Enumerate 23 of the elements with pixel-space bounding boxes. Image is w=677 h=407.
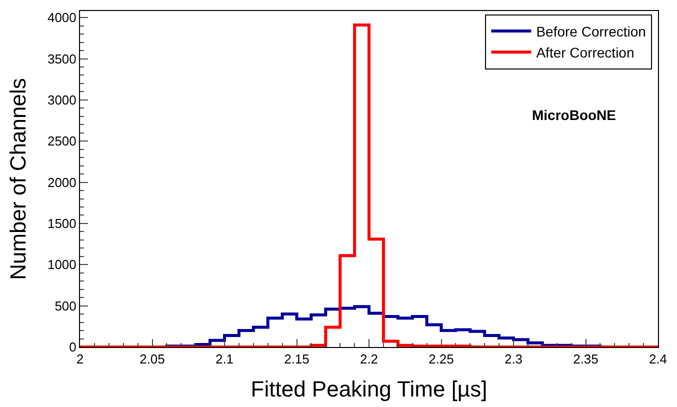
x-tick-label: 2.15 bbox=[284, 352, 310, 367]
y-tick-label: 1500 bbox=[47, 216, 76, 232]
x-tick-label: 2.05 bbox=[140, 352, 165, 367]
y-tick-label: 1000 bbox=[47, 257, 76, 272]
y-tick-label: 4000 bbox=[47, 10, 76, 26]
x-tick-label: 2.35 bbox=[573, 352, 598, 367]
y-tick-label: 500 bbox=[54, 298, 76, 314]
x-tick-label: 2 bbox=[76, 352, 84, 367]
x-axis-title: Fitted Peaking Time [µs] bbox=[250, 376, 488, 402]
annotation: MicroBooNE bbox=[532, 107, 616, 123]
x-tick-label: 2.25 bbox=[428, 352, 454, 367]
legend-label: Before Correction bbox=[536, 23, 646, 40]
x-tick-label: 2.2 bbox=[360, 352, 378, 367]
y-tick-label: 0 bbox=[69, 340, 76, 355]
x-tick-label: 2.4 bbox=[648, 352, 668, 367]
y-tick-label: 2500 bbox=[47, 134, 76, 149]
x-tick-label: 2.1 bbox=[215, 352, 234, 367]
y-tick-label: 2000 bbox=[47, 174, 76, 190]
legend-label: After Correction bbox=[536, 44, 634, 61]
y-axis-title: Number of Channels bbox=[5, 78, 30, 280]
y-tick-label: 3500 bbox=[47, 51, 76, 66]
x-tick-label: 2.3 bbox=[504, 352, 523, 367]
y-tick-label: 3000 bbox=[47, 92, 76, 108]
